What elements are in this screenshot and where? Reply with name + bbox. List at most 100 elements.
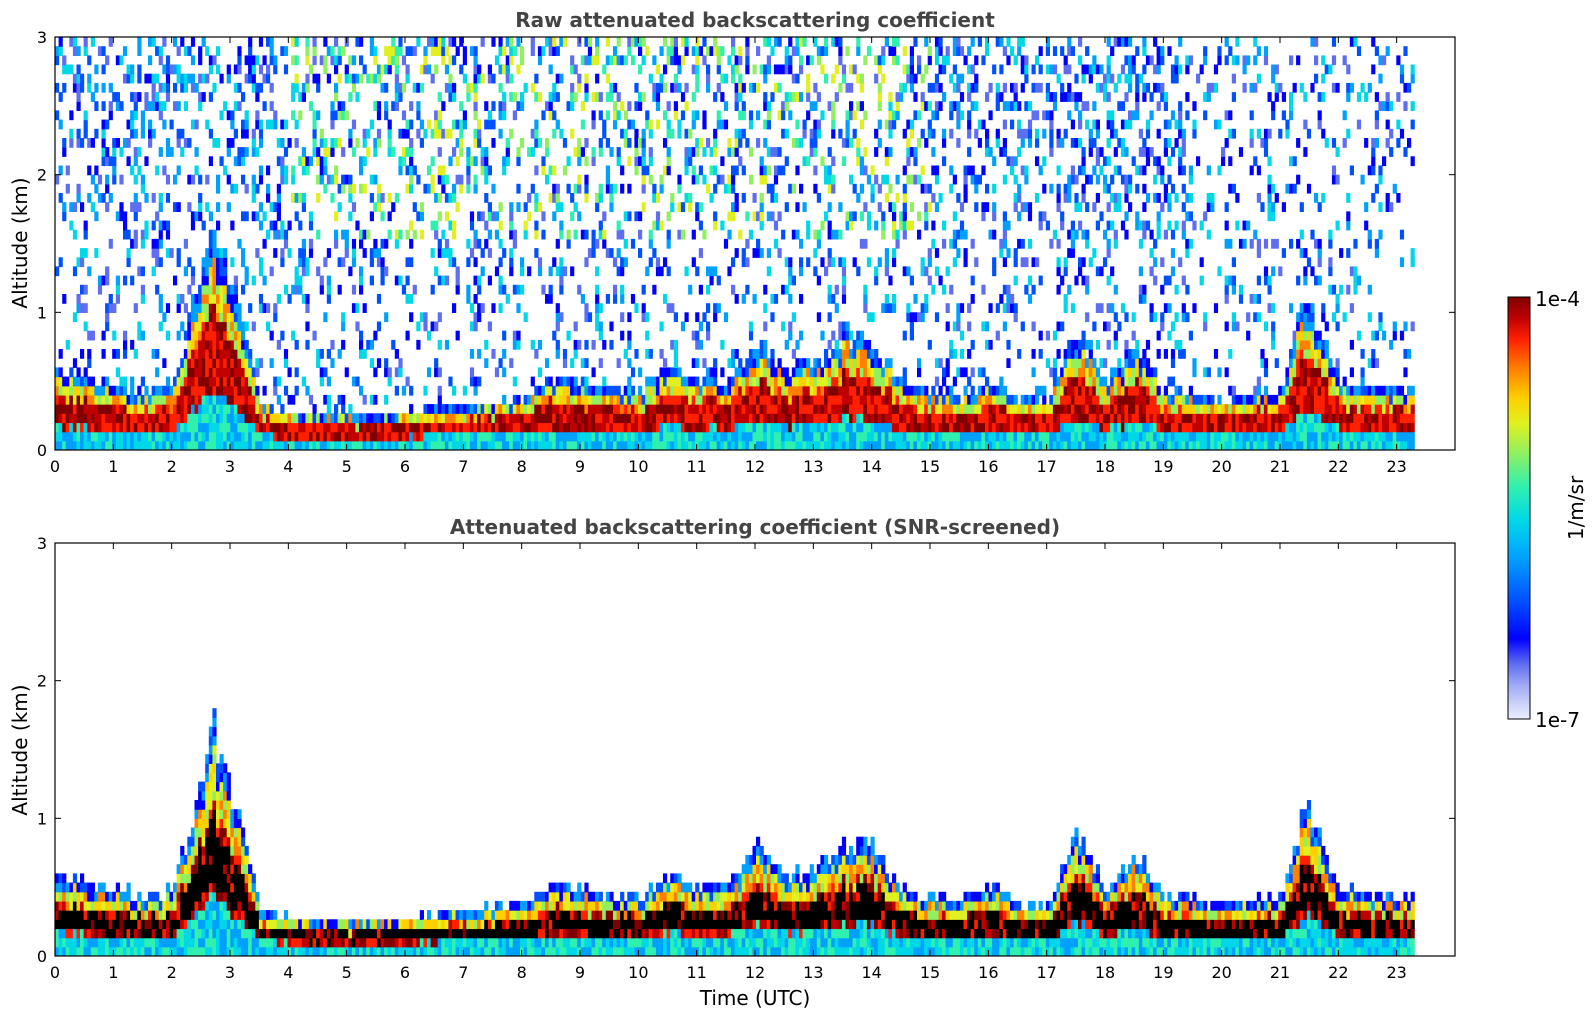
heat-cell bbox=[784, 257, 789, 268]
heat-cell bbox=[119, 147, 124, 157]
heat-cell bbox=[219, 431, 224, 442]
heat-cell bbox=[269, 119, 274, 130]
heat-cell bbox=[1013, 156, 1018, 167]
heat-cell bbox=[813, 431, 818, 442]
heat-cell bbox=[659, 394, 664, 405]
heat-cell bbox=[380, 266, 385, 277]
heat-cell bbox=[691, 165, 696, 176]
heat-cell bbox=[895, 193, 900, 203]
heat-cell bbox=[509, 431, 514, 442]
heat-cell bbox=[419, 312, 424, 323]
heat-cell bbox=[137, 147, 142, 157]
heat-cell bbox=[630, 119, 636, 130]
heat-cell bbox=[158, 321, 163, 332]
heat-cell bbox=[344, 413, 349, 424]
heat-cell bbox=[123, 413, 128, 424]
heat-cell bbox=[173, 440, 178, 450]
heat-cell bbox=[1045, 110, 1050, 121]
heat-cell bbox=[623, 349, 628, 359]
heat-cell bbox=[892, 303, 897, 313]
heat-cell bbox=[505, 55, 510, 66]
heat-cell bbox=[176, 404, 181, 414]
heat-cell bbox=[76, 183, 81, 194]
heat-cell bbox=[251, 183, 256, 194]
heat-cell bbox=[151, 238, 156, 249]
heat-cell bbox=[423, 413, 428, 424]
heat-cell bbox=[241, 321, 246, 332]
heat-cell bbox=[609, 193, 614, 203]
heat-cell bbox=[130, 128, 135, 139]
heat-cell bbox=[140, 183, 145, 194]
heat-cell bbox=[1024, 284, 1029, 295]
heat-cell bbox=[902, 64, 907, 75]
heat-cell bbox=[330, 147, 335, 157]
heat-cell bbox=[827, 440, 832, 450]
heat-cell bbox=[906, 138, 911, 148]
heat-cell bbox=[140, 229, 145, 240]
heat-cell bbox=[856, 431, 861, 442]
heat-cell bbox=[781, 367, 786, 378]
heat-cell bbox=[809, 440, 814, 450]
heat-cell bbox=[455, 119, 460, 130]
heat-cell bbox=[466, 284, 471, 295]
heat-cell bbox=[273, 55, 278, 66]
heat-cell bbox=[487, 110, 492, 121]
heat-cell bbox=[140, 376, 145, 387]
heat-cell bbox=[301, 294, 306, 304]
heat-cell bbox=[906, 440, 911, 450]
heat-cell bbox=[351, 248, 357, 258]
heat-cell bbox=[777, 82, 782, 93]
heat-cell bbox=[427, 431, 432, 442]
heat-cell bbox=[369, 275, 374, 286]
heat-cell bbox=[748, 376, 754, 387]
heat-cell bbox=[1002, 119, 1007, 130]
heat-cell bbox=[841, 422, 847, 433]
heat-cell bbox=[233, 385, 238, 396]
heat-cell bbox=[484, 238, 489, 249]
heat-cell bbox=[938, 394, 943, 405]
heat-cell bbox=[76, 46, 81, 56]
heat-cell bbox=[466, 82, 471, 93]
heat-cell bbox=[838, 376, 843, 387]
heat-cell bbox=[870, 193, 875, 203]
heat-cell bbox=[888, 46, 893, 56]
heat-cell bbox=[967, 64, 972, 75]
heat-cell bbox=[620, 55, 625, 66]
heat-cell bbox=[727, 404, 732, 414]
heat-cell bbox=[992, 183, 997, 194]
heat-cell bbox=[627, 413, 632, 424]
heat-cell bbox=[552, 394, 557, 405]
heat-cell bbox=[441, 37, 446, 47]
heat-cell bbox=[1042, 211, 1047, 222]
heat-cell bbox=[398, 413, 403, 424]
heat-cell bbox=[258, 165, 264, 176]
heat-cell bbox=[763, 349, 768, 359]
heat-cell bbox=[155, 413, 160, 424]
heat-cell bbox=[158, 238, 163, 249]
heat-cell bbox=[666, 128, 671, 139]
heat-cell bbox=[387, 119, 392, 130]
heat-cell bbox=[999, 431, 1004, 442]
heat-cell bbox=[1035, 422, 1040, 433]
heat-cell bbox=[534, 220, 539, 231]
heat-cell bbox=[216, 321, 221, 332]
heat-cell bbox=[237, 147, 242, 157]
heat-cell bbox=[931, 440, 936, 450]
heat-cell bbox=[673, 358, 678, 368]
heat-cell bbox=[713, 440, 718, 450]
heat-cell bbox=[795, 376, 800, 387]
heat-cell bbox=[773, 431, 779, 442]
heat-cell bbox=[437, 248, 442, 258]
heat-cell bbox=[691, 330, 696, 341]
heat-cell bbox=[541, 440, 546, 450]
heat-cell bbox=[552, 128, 557, 139]
heat-cell bbox=[58, 165, 63, 176]
heat-cell bbox=[566, 330, 571, 341]
heat-cell bbox=[108, 422, 113, 433]
heat-cell bbox=[770, 376, 775, 387]
heat-cell bbox=[1067, 413, 1072, 424]
heat-cell bbox=[759, 440, 764, 450]
heat-cell bbox=[741, 367, 746, 378]
heat-cell bbox=[241, 367, 246, 378]
heat-cell bbox=[698, 440, 703, 450]
